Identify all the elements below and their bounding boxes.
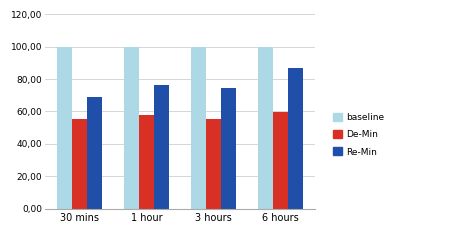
Bar — [72, 119, 87, 209]
Bar — [258, 47, 273, 209]
Bar — [154, 86, 169, 209]
Bar — [273, 112, 288, 209]
Bar — [87, 97, 102, 209]
Legend: baseline, De-Min, Re-Min: baseline, De-Min, Re-Min — [330, 110, 387, 159]
Bar — [139, 115, 154, 209]
Bar — [221, 88, 236, 209]
Bar — [124, 47, 139, 209]
Bar — [191, 47, 206, 209]
Bar — [288, 68, 303, 209]
Bar — [206, 119, 221, 209]
Bar — [57, 47, 72, 209]
